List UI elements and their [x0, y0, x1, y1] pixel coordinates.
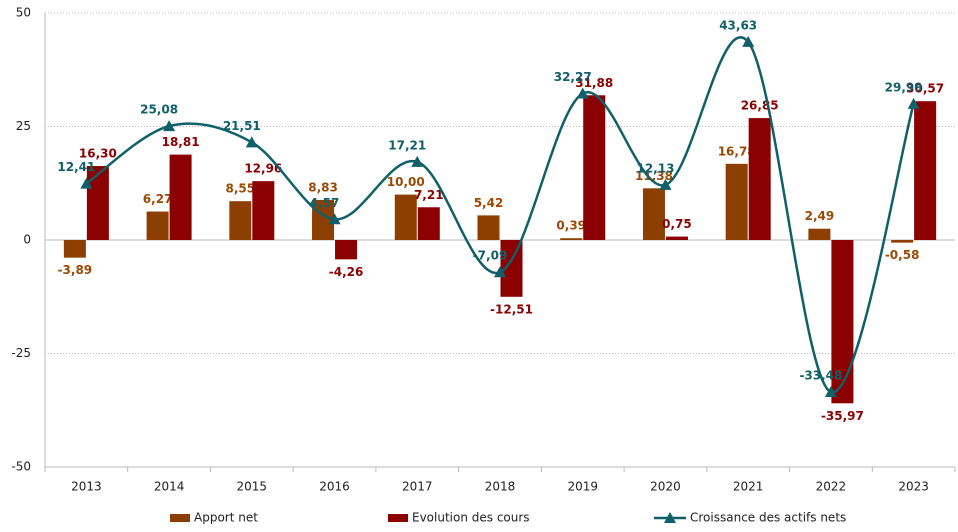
- bar: [477, 215, 500, 240]
- data-label: 43,63: [719, 18, 757, 32]
- bar: [808, 228, 831, 240]
- bar: [891, 240, 914, 243]
- x-tick-label: 2016: [319, 480, 350, 494]
- data-label: -33,48: [799, 368, 842, 382]
- data-label: 0,39: [556, 219, 586, 233]
- y-tick-label: 50: [16, 6, 31, 20]
- bar: [914, 101, 937, 241]
- y-tick-label: 25: [16, 119, 31, 133]
- legend-swatch: [170, 514, 190, 522]
- line-marker: [494, 266, 506, 278]
- line-marker: [163, 120, 176, 132]
- data-label: 18,81: [162, 135, 200, 149]
- data-label: -4,26: [329, 265, 364, 279]
- legend-swatch: [388, 514, 408, 522]
- bar: [831, 240, 854, 404]
- data-label: 12,96: [244, 162, 282, 176]
- data-label: -35,97: [821, 409, 864, 423]
- line-marker: [328, 213, 341, 225]
- bar: [252, 181, 275, 240]
- bar: [560, 238, 583, 240]
- data-label: -3,89: [58, 263, 93, 277]
- x-tick-label: 2017: [402, 480, 433, 494]
- data-label: 16,30: [79, 146, 117, 160]
- data-label: 12,41: [57, 160, 95, 174]
- data-label: 17,21: [388, 138, 426, 152]
- x-tick-label: 2022: [816, 480, 847, 494]
- line-marker: [576, 87, 589, 99]
- data-label: 26,85: [741, 99, 779, 113]
- data-label: 5,42: [474, 196, 504, 210]
- bar: [725, 163, 748, 240]
- x-tick-label: 2013: [71, 480, 102, 494]
- line-marker: [659, 178, 672, 190]
- line-marker: [824, 385, 837, 397]
- y-tick-label: -50: [11, 460, 31, 474]
- data-label: 31,88: [575, 76, 613, 90]
- data-label: 0,75: [662, 217, 692, 231]
- legend-label: Evolution des cours: [412, 511, 530, 525]
- x-tick-label: 2014: [154, 480, 185, 494]
- legend-swatch: [664, 512, 676, 523]
- bar: [169, 154, 192, 240]
- legend-label: Apport net: [194, 511, 258, 525]
- bar: [500, 240, 523, 297]
- data-label: -0,58: [885, 248, 920, 262]
- bar: [335, 240, 358, 260]
- data-label: 25,08: [140, 103, 178, 117]
- y-tick-label: -25: [11, 346, 31, 360]
- bar: [394, 194, 417, 240]
- data-label: 8,55: [226, 182, 256, 196]
- line-marker: [907, 97, 920, 109]
- line: [85, 36, 915, 394]
- x-tick-label: 2023: [898, 480, 929, 494]
- bar: [146, 211, 169, 240]
- data-label: 16,78: [718, 144, 756, 158]
- data-label: 2,49: [805, 209, 835, 223]
- data-label: -7,09: [473, 249, 508, 263]
- line-marker: [245, 136, 258, 148]
- bar: [642, 188, 665, 240]
- line-marker: [742, 35, 755, 47]
- data-label: 21,51: [223, 119, 261, 133]
- data-label: 10,00: [387, 175, 425, 189]
- data-label: 29,99: [885, 80, 923, 94]
- data-label: 12,13: [636, 161, 674, 175]
- bar: [417, 207, 440, 240]
- data-label: 4,57: [310, 196, 340, 210]
- data-label: 30,57: [906, 82, 944, 96]
- data-label: 32,27: [554, 70, 592, 84]
- x-tick-label: 2015: [237, 480, 268, 494]
- data-label: 6,27: [143, 192, 173, 206]
- data-label: 8,83: [308, 180, 338, 194]
- bar: [86, 165, 109, 240]
- data-label: 7,21: [414, 188, 444, 202]
- legend-label: Croissance des actifs nets: [690, 511, 846, 525]
- y-tick-label: 0: [23, 233, 31, 247]
- bar: [63, 240, 86, 258]
- bar: [748, 118, 771, 240]
- bar: [665, 236, 688, 240]
- line-marker: [411, 155, 424, 167]
- x-tick-label: 2020: [650, 480, 681, 494]
- line-marker: [80, 177, 93, 189]
- x-tick-label: 2019: [567, 480, 598, 494]
- bar: [583, 95, 606, 240]
- bar: [229, 201, 252, 240]
- x-tick-label: 2018: [485, 480, 516, 494]
- data-label: -12,51: [490, 302, 533, 316]
- x-tick-label: 2021: [733, 480, 764, 494]
